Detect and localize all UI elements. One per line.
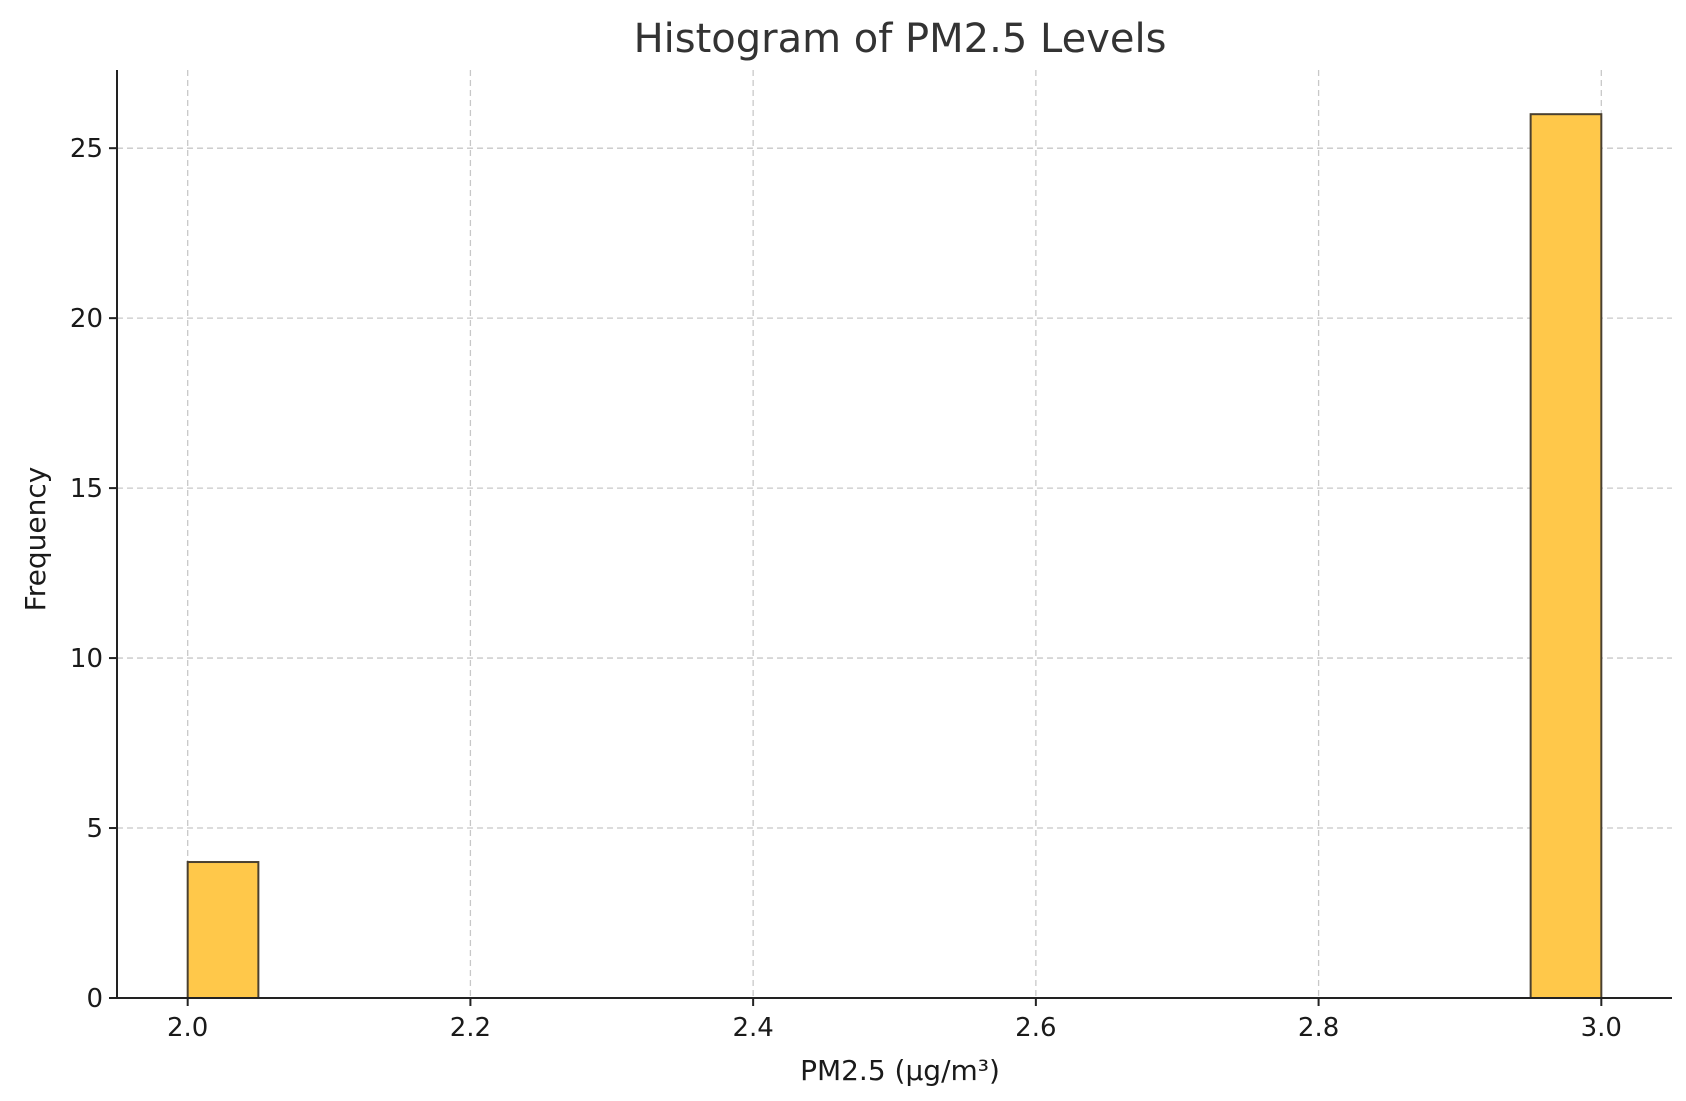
x-tick-label: 2.4 [732,1013,773,1043]
y-tick-label: 10 [70,644,103,674]
y-tick-label: 20 [70,304,103,334]
chart-title: Histogram of PM2.5 Levels [634,16,1167,62]
axes [116,70,1672,999]
y-tick-label: 5 [86,814,103,844]
tick-labels: 2.0 2.2 2.4 2.6 2.8 3.0 0 5 10 15 20 25 [70,134,1622,1043]
y-axis-label: Frequency [19,467,52,612]
histogram-bar [1529,113,1603,999]
y-tick-label: 15 [70,474,103,504]
x-tick-label: 2.8 [1298,1013,1339,1043]
x-tick-label: 2.6 [1015,1013,1056,1043]
x-tick-label: 2.2 [450,1013,491,1043]
y-tick-label: 0 [86,984,103,1014]
x-tick-label: 3.0 [1581,1013,1622,1043]
y-tick-label: 25 [70,134,103,164]
bars [186,113,1603,999]
histogram-bar [186,861,260,999]
x-tick-label: 2.0 [167,1013,208,1043]
grid-lines [117,70,1672,999]
x-axis-label: PM2.5 (µg/m³) [800,1054,1000,1087]
